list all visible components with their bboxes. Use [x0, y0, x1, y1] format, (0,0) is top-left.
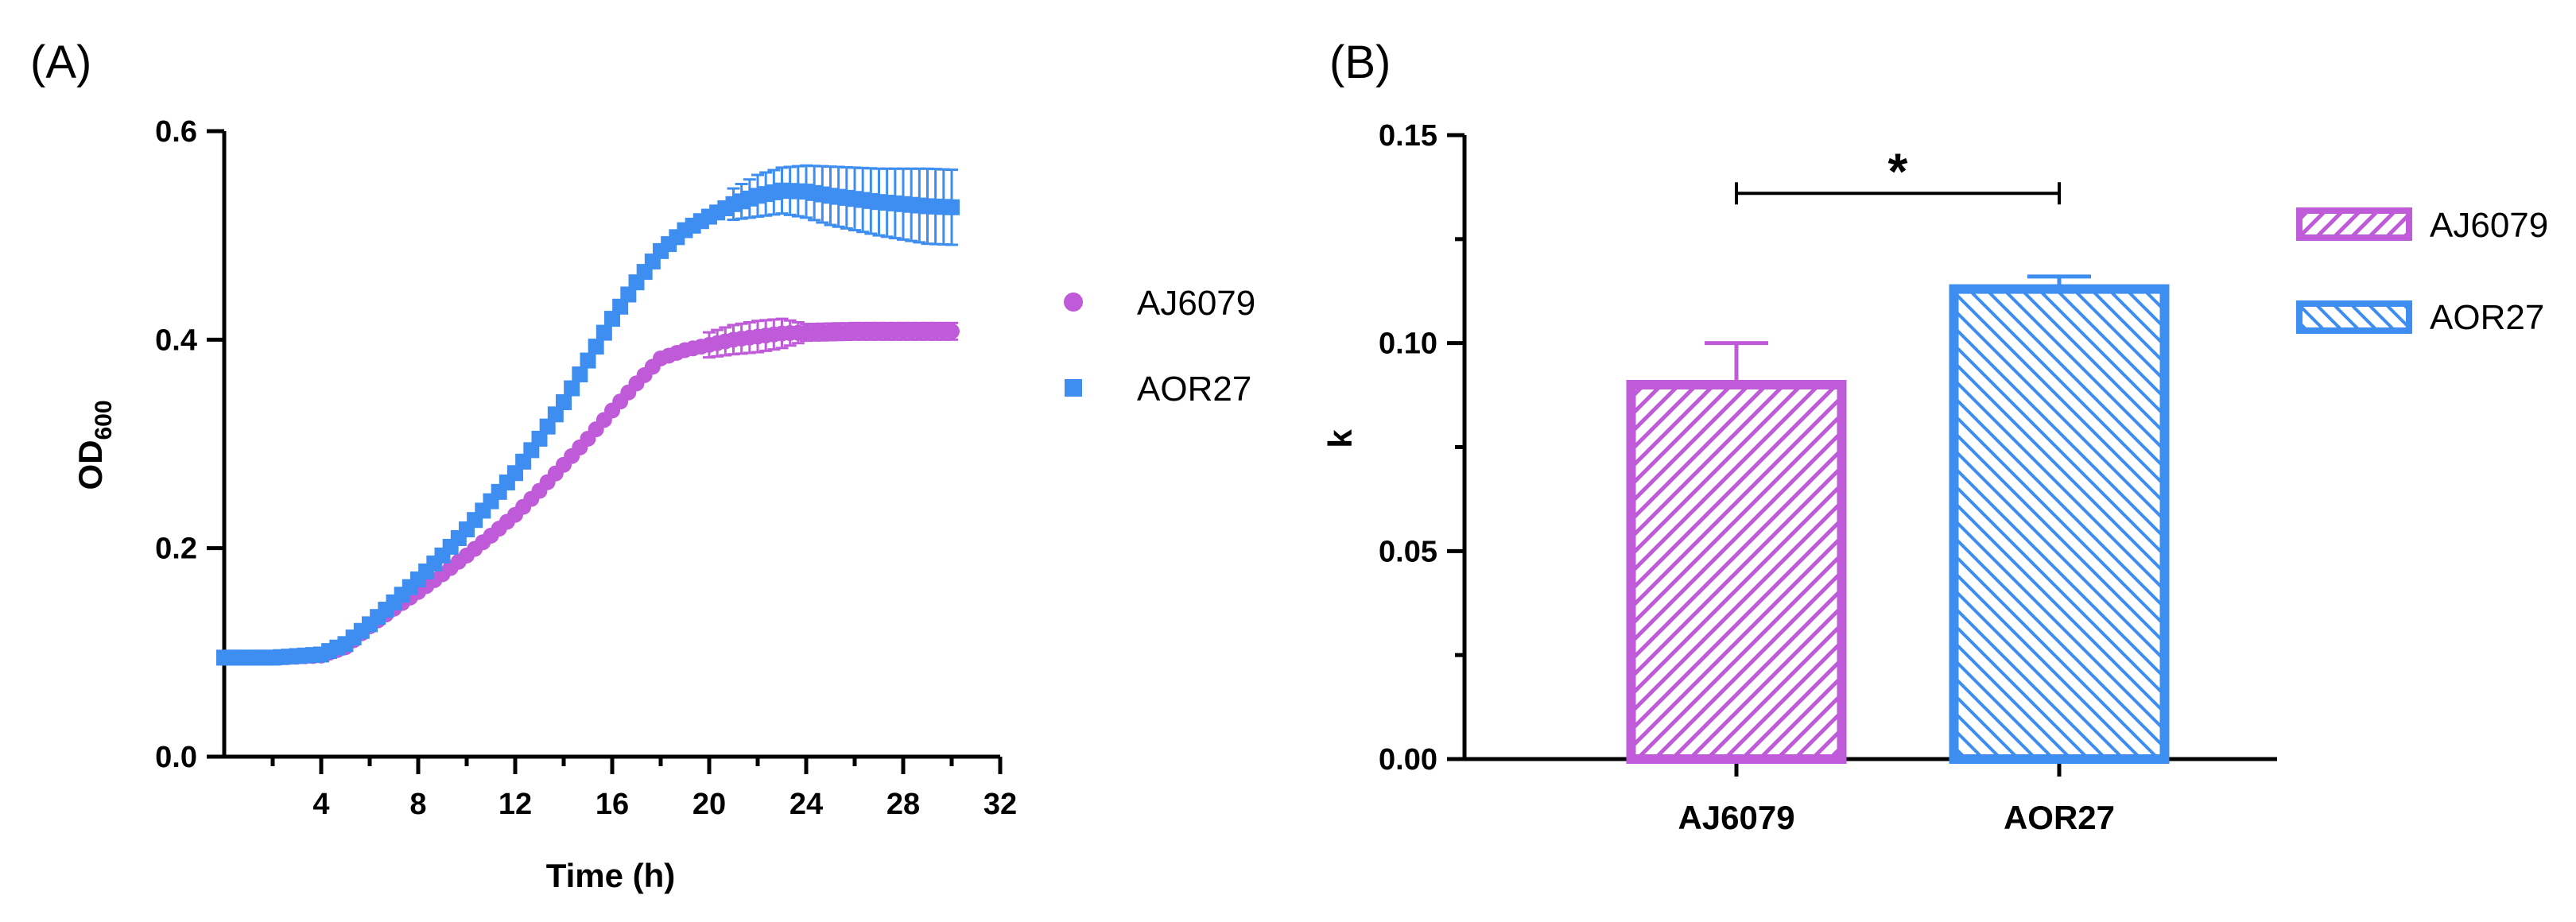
bar-aj6079	[1626, 380, 1847, 764]
panel-b-axes: 0.00 0.05 0.10 0.15 AJ6079 AOR27	[1379, 119, 2277, 836]
panel-a-axes: 0.0 0.2 0.4 0.6 4 8 12 16 20 24 28 32	[155, 115, 1017, 821]
y-axis-title-main: OD	[72, 440, 109, 490]
legend-label-aor27: AOR27	[1137, 370, 1251, 409]
panel-b-bars	[1626, 274, 2170, 764]
legend-marker-aj6079	[1064, 292, 1083, 312]
panel-a-data-points	[216, 182, 960, 666]
panel-b-bar-chart: (B) 0.00 0.05 0.10 0.15 AJ6079 AOR27 k * AJ60…	[1321, 37, 2548, 836]
panel-a-y-tick-label: 0.6	[155, 115, 197, 149]
panel-a-y-tick-label: 0.4	[155, 323, 197, 357]
panel-a-y-axis-title: OD600	[72, 400, 117, 490]
data-point-aor27	[588, 339, 604, 355]
panel-a-y-tick-label: 0.2	[155, 533, 197, 566]
panel-a-y-tick-label: 0.0	[155, 741, 197, 774]
data-point-aor27	[612, 298, 629, 315]
significance-marker: *	[1888, 142, 1908, 200]
panel-a-x-tick-label: 24	[789, 788, 823, 821]
category-label-aj6079: AJ6079	[1678, 799, 1794, 836]
svg-text:OD600: OD600	[72, 400, 117, 490]
panel-a-x-tick-label: 20	[692, 788, 726, 821]
data-point-aor27	[596, 324, 612, 341]
data-point-aor27	[556, 394, 572, 411]
legend-swatch-aj6079	[2296, 207, 2412, 241]
legend-label-b-aor27: AOR27	[2430, 298, 2544, 337]
data-point-aor27	[572, 366, 588, 383]
panel-a-label: (A)	[30, 37, 91, 88]
svg-text:k: k	[1321, 429, 1359, 448]
panel-b-y-tick-label: 0.15	[1379, 119, 1437, 153]
panel-b-y-tick-label: 0.10	[1379, 327, 1437, 361]
data-point-aor27	[580, 352, 596, 369]
data-point-aor27	[564, 380, 580, 397]
significance-bracket: *	[1735, 142, 2061, 205]
category-label-aor27: AOR27	[2004, 799, 2115, 836]
panel-b-y-tick-label: 0.05	[1379, 535, 1437, 568]
panel-a-x-axis-title: Time (h)	[546, 857, 676, 894]
legend-label-aj6079: AJ6079	[1137, 284, 1255, 323]
panel-b-y-axis-title: k	[1321, 429, 1359, 448]
panel-a-x-tick-label: 16	[596, 788, 629, 821]
data-point-aj6079	[944, 323, 960, 339]
legend-marker-aor27	[1065, 379, 1082, 397]
data-point-aor27	[944, 199, 960, 215]
panel-b-y-tick-label: 0.00	[1379, 743, 1437, 777]
panel-a-x-tick-label: 28	[886, 788, 920, 821]
bar-aor27	[1949, 284, 2170, 764]
panel-b-legend: AJ6079 AOR27	[2296, 206, 2548, 337]
data-point-aor27	[620, 286, 637, 303]
data-point-aor27	[531, 430, 548, 447]
legend-label-b-aj6079: AJ6079	[2430, 206, 2548, 245]
panel-a-x-tick-label: 8	[409, 788, 426, 821]
data-point-aor27	[604, 311, 620, 327]
panel-a-x-tick-label: 32	[983, 788, 1017, 821]
y-axis-title-subscript: 600	[91, 400, 117, 440]
panel-a-x-tick-label: 12	[499, 788, 532, 821]
panel-a-legend: AJ6079 AOR27	[1064, 284, 1255, 409]
legend-swatch-aor27	[2296, 300, 2412, 334]
data-point-aor27	[539, 418, 556, 435]
panel-a-x-tick-label: 4	[312, 788, 329, 821]
panel-a-growth-curve: (A) 0.00.20.40.64 8 12 16 20 24 28 32 Time (h) …	[30, 37, 1255, 894]
data-point-aor27	[547, 406, 564, 423]
panel-b-label: (B)	[1329, 37, 1391, 88]
